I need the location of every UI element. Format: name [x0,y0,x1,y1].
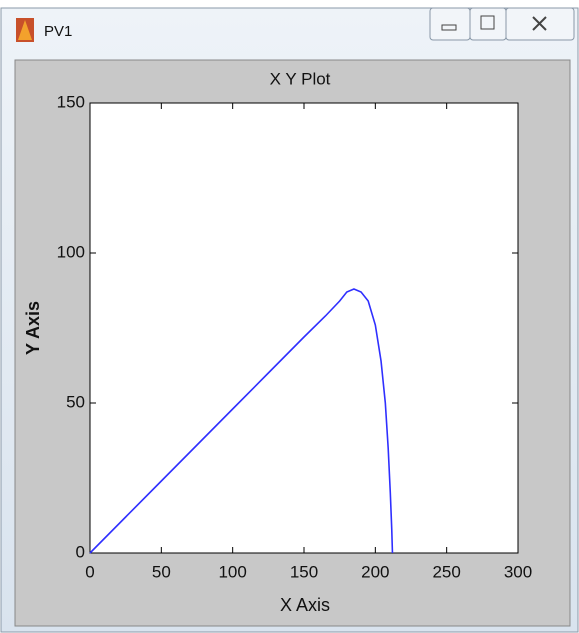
restore-button[interactable] [469,7,507,41]
x-tick-label: 150 [290,562,318,581]
y-tick-label: 0 [76,542,85,561]
close-icon [532,16,547,31]
y-tick-label: 100 [57,242,85,261]
y-tick-label: 50 [66,392,85,411]
x-tick-label: 250 [432,562,460,581]
x-axis-label: X Axis [280,595,330,615]
window-buttons[interactable] [429,7,575,41]
minimize-icon [441,24,457,31]
x-tick-label: 200 [361,562,389,581]
y-axis-label: Y Axis [23,301,43,355]
x-tick-label: 50 [152,562,171,581]
chart-title: X Y Plot [270,69,331,88]
restore-icon [480,15,495,30]
data-line [89,288,394,554]
window-title: PV1 [44,23,72,40]
x-tick-label: 100 [218,562,246,581]
app-icon-shape [18,20,32,40]
x-tick-label: 0 [85,562,94,581]
x-tick-label: 300 [504,562,532,581]
y-tick-label: 150 [57,92,85,111]
plot-area [89,102,519,554]
minimize-button[interactable] [429,7,471,41]
